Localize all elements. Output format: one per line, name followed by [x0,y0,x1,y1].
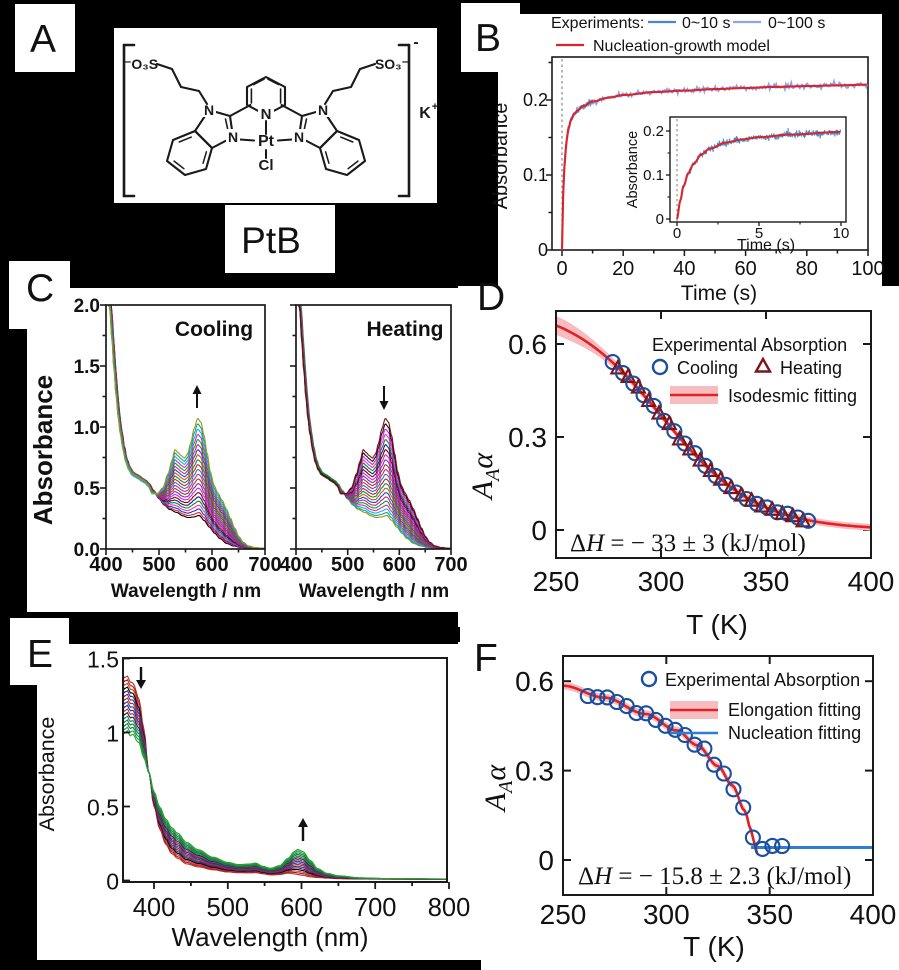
svg-text:350: 350 [746,899,793,930]
svg-text:Experimental Absorption: Experimental Absorption [652,335,847,355]
svg-text:PtB: PtB [241,220,301,261]
svg-text:Cl: Cl [259,157,274,174]
svg-text:0: 0 [106,869,119,895]
svg-text:Wavelength / nm: Wavelength / nm [299,581,449,602]
svg-text:400: 400 [850,899,897,930]
svg-text:A: A [30,18,56,61]
svg-text:Heating: Heating [366,318,443,341]
svg-text:400: 400 [133,894,176,922]
svg-text:700: 700 [248,554,281,576]
svg-text:0.5: 0.5 [74,479,101,500]
svg-text:1.5: 1.5 [74,357,101,378]
svg-text:0: 0 [673,225,681,242]
svg-text:+: + [432,101,438,113]
svg-text:N: N [261,106,272,123]
svg-text:300: 300 [643,899,690,930]
svg-text:400: 400 [279,554,312,576]
svg-text:1.0: 1.0 [74,418,100,439]
svg-text:0: 0 [538,845,554,876]
svg-text:Absorbance: Absorbance [28,375,58,525]
svg-text:Wavelength (nm): Wavelength (nm) [172,922,369,952]
svg-text:Elongation fitting: Elongation fitting [728,700,861,720]
svg-text:400: 400 [89,554,122,576]
svg-text:⁻O₃S: ⁻O₃S [124,56,158,72]
svg-text:T (K): T (K) [686,609,748,640]
svg-text:0~100 s: 0~100 s [768,15,825,32]
svg-text:ΔH = − 15.8 ± 2.3 (kJ/mol): ΔH = − 15.8 ± 2.3 (kJ/mol) [578,863,851,890]
svg-text:400: 400 [848,566,895,597]
svg-text:C: C [26,267,54,310]
svg-text:0.0: 0.0 [74,540,100,561]
svg-text:N: N [318,102,328,118]
svg-text:250: 250 [540,899,587,930]
svg-text:Experiments:: Experiments: [551,15,644,32]
svg-text:Time (s): Time (s) [737,237,795,254]
svg-text:0.6: 0.6 [515,666,554,697]
svg-text:ΔH = − 33 ± 3 (kJ/mol): ΔH = − 33 ± 3 (kJ/mol) [570,530,806,557]
svg-text:AAα: AAα [466,452,504,502]
svg-text:60: 60 [734,258,756,280]
svg-text:Nucleation fitting: Nucleation fitting [728,723,861,743]
svg-text:2.0: 2.0 [74,296,100,317]
svg-text:1: 1 [106,721,119,747]
svg-text:350: 350 [743,566,790,597]
svg-text:Wavelength / nm: Wavelength / nm [111,581,261,602]
svg-text:0.5: 0.5 [87,795,119,821]
svg-text:500: 500 [142,554,175,576]
svg-text:0: 0 [556,258,567,280]
svg-text:0.2: 0.2 [643,123,664,140]
svg-text:0.3: 0.3 [508,422,547,453]
svg-text:800: 800 [428,894,471,922]
svg-text:-: - [413,34,418,51]
svg-text:1.5: 1.5 [87,647,119,673]
svg-text:40: 40 [673,258,695,280]
svg-text:100: 100 [851,258,884,280]
svg-text:Pt: Pt [258,133,275,150]
svg-text:F: F [474,637,498,680]
svg-text:300: 300 [638,566,685,597]
svg-text:0.1: 0.1 [523,165,548,185]
svg-text:500: 500 [331,554,364,576]
svg-text:Absorbance: Absorbance [35,717,59,832]
svg-text:700: 700 [354,894,397,922]
svg-text:Experimental Absorption: Experimental Absorption [665,670,860,690]
svg-text:Cooling: Cooling [677,358,738,378]
svg-text:0~10 s: 0~10 s [682,15,730,32]
svg-text:B: B [475,17,501,60]
svg-text:5: 5 [755,225,763,242]
svg-text:700: 700 [434,554,467,576]
svg-text:20: 20 [612,258,634,280]
svg-text:T (K): T (K) [683,931,745,962]
svg-text:600: 600 [280,894,323,922]
svg-text:Cooling: Cooling [175,318,253,341]
svg-text:10: 10 [833,225,850,242]
svg-text:0.6: 0.6 [508,329,547,360]
svg-text:Heating: Heating [780,358,842,378]
svg-text:0: 0 [656,211,664,228]
svg-text:SO₃⁻: SO₃⁻ [375,56,409,72]
svg-text:K: K [419,105,431,122]
svg-text:N: N [294,129,304,145]
svg-text:0.3: 0.3 [515,756,554,787]
svg-text:600: 600 [383,554,416,576]
svg-text:E: E [27,633,53,676]
svg-text:0: 0 [531,515,547,546]
svg-text:0: 0 [538,240,548,260]
svg-text:600: 600 [195,554,228,576]
svg-text:D: D [477,276,505,319]
svg-text:N: N [204,102,214,118]
svg-text:0.1: 0.1 [643,167,664,184]
svg-text:Isodesmic fitting: Isodesmic fitting [728,386,857,406]
svg-text:80: 80 [796,258,818,280]
svg-text:500: 500 [207,894,250,922]
svg-text:0.2: 0.2 [523,90,548,110]
svg-text:Nucleation-growth model: Nucleation-growth model [593,38,770,55]
svg-text:Absorbance: Absorbance [490,103,512,210]
svg-text:250: 250 [533,566,580,597]
svg-text:N: N [228,129,238,145]
svg-text:Absorbance: Absorbance [625,131,641,208]
svg-text:Time (s): Time (s) [681,282,757,305]
